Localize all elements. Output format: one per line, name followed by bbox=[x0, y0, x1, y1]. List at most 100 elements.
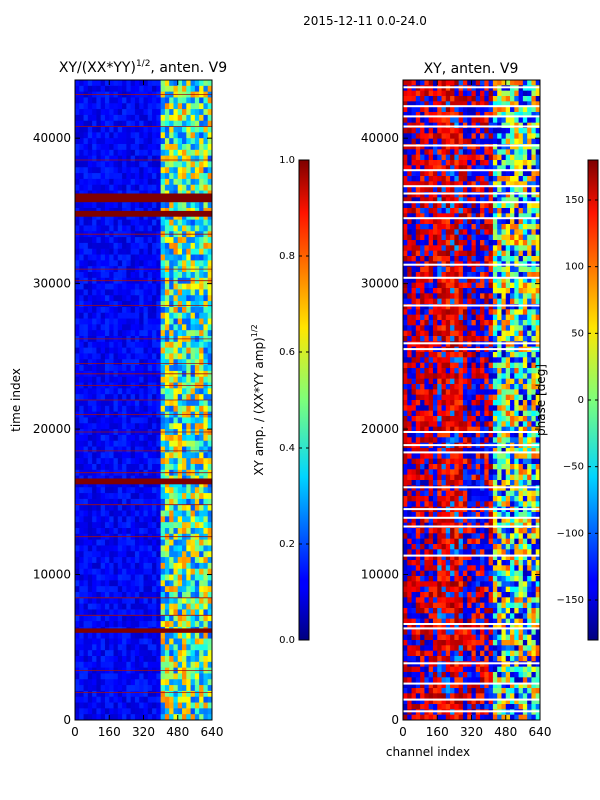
phase-cell bbox=[475, 266, 481, 273]
phase-cell bbox=[527, 293, 533, 300]
amplitude-cell bbox=[79, 167, 85, 174]
phase-cell bbox=[527, 256, 533, 262]
amplitude-cell bbox=[92, 248, 98, 256]
amplitude-cell bbox=[75, 400, 80, 407]
amplitude-cell bbox=[160, 656, 166, 663]
phase-cell bbox=[437, 149, 443, 156]
amplitude-cell bbox=[130, 493, 136, 500]
phase-cell bbox=[471, 160, 477, 166]
amplitude-cell bbox=[190, 376, 196, 384]
amplitude-cell bbox=[186, 213, 192, 221]
phase-cell bbox=[445, 106, 451, 113]
amplitude-cell bbox=[109, 685, 115, 692]
amplitude-cell bbox=[152, 330, 157, 337]
phase-cell bbox=[480, 160, 485, 166]
amplitude-cell bbox=[152, 341, 157, 349]
phase-cell bbox=[420, 309, 426, 316]
amplitude-cell bbox=[152, 161, 157, 168]
amplitude-cell bbox=[113, 80, 119, 87]
amplitude-cell bbox=[143, 178, 149, 186]
amplitude-cell bbox=[122, 661, 127, 669]
amplitude-cell bbox=[203, 248, 209, 256]
amplitude-cell bbox=[117, 388, 123, 395]
phase-cell bbox=[492, 213, 498, 220]
amplitude-cell bbox=[134, 562, 140, 570]
amplitude-cell bbox=[104, 126, 110, 133]
phase-cell bbox=[454, 256, 460, 262]
amplitude-cell bbox=[109, 202, 115, 209]
amplitude-cell bbox=[203, 644, 209, 651]
amplitude-cell bbox=[152, 301, 157, 308]
phase-cell bbox=[522, 256, 528, 262]
amplitude-cell bbox=[160, 283, 166, 291]
amplitude-cell bbox=[143, 714, 149, 720]
amplitude-cell bbox=[109, 178, 115, 186]
amplitude-cell bbox=[194, 376, 200, 384]
amplitude-cell bbox=[113, 394, 119, 401]
amplitude-cell bbox=[109, 400, 115, 407]
phase-cell bbox=[424, 272, 430, 278]
phase-cell bbox=[514, 96, 520, 102]
amplitude-cell bbox=[96, 580, 102, 587]
phase-cell bbox=[445, 138, 451, 145]
phase-cell bbox=[407, 165, 413, 172]
amplitude-cell bbox=[113, 551, 119, 558]
amplitude-cell bbox=[79, 353, 85, 360]
amplitude-cell bbox=[203, 405, 209, 413]
amplitude-cell bbox=[160, 242, 166, 250]
amplitude-cell bbox=[173, 615, 179, 622]
amplitude-cell bbox=[190, 690, 196, 698]
amplitude-cell bbox=[104, 644, 110, 651]
amplitude-cell bbox=[186, 184, 192, 192]
amplitude-cell bbox=[203, 621, 209, 628]
amplitude-cell bbox=[177, 539, 183, 547]
amplitude-cell bbox=[203, 498, 209, 506]
amplitude-cell bbox=[100, 528, 106, 535]
amplitude-cell bbox=[100, 452, 106, 459]
amplitude-cell bbox=[164, 394, 170, 401]
amplitude-cell bbox=[122, 656, 127, 663]
phase-cell bbox=[527, 298, 533, 305]
amplitude-cell bbox=[182, 347, 187, 355]
amplitude-cell bbox=[92, 318, 98, 325]
amplitude-cell bbox=[96, 289, 102, 296]
amplitude-cell bbox=[152, 80, 157, 87]
amplitude-cell bbox=[182, 318, 187, 325]
amplitude-cell bbox=[83, 388, 89, 395]
amplitude-cell bbox=[113, 528, 119, 535]
amplitude-cell bbox=[87, 149, 93, 157]
amplitude-cell bbox=[130, 132, 136, 139]
phase-cell bbox=[462, 128, 468, 134]
phase-cell bbox=[407, 160, 413, 166]
amplitude-cell bbox=[130, 242, 136, 250]
amplitude-cell bbox=[173, 510, 179, 517]
amplitude-cell bbox=[109, 155, 115, 163]
phase-cell bbox=[415, 229, 421, 236]
phase-cell bbox=[441, 282, 447, 289]
amplitude-cell bbox=[113, 708, 119, 715]
phase-cell bbox=[527, 128, 533, 134]
phase-cell bbox=[501, 138, 507, 145]
amplitude-cell bbox=[194, 184, 200, 192]
amplitude-cell bbox=[83, 405, 89, 413]
amplitude-cell bbox=[83, 504, 89, 512]
amplitude-cell bbox=[147, 504, 153, 512]
phase-cell bbox=[428, 154, 434, 161]
amplitude-cell bbox=[194, 638, 200, 645]
amplitude-cell bbox=[203, 388, 209, 395]
amplitude-cell bbox=[134, 126, 140, 133]
phase-cell bbox=[475, 106, 481, 113]
phase-cell bbox=[535, 165, 540, 172]
phase-cell bbox=[403, 117, 408, 124]
phase-cell bbox=[535, 293, 540, 300]
amplitude-cell bbox=[182, 685, 187, 692]
amplitude-cell bbox=[147, 213, 153, 221]
amplitude-cell bbox=[207, 219, 212, 227]
amplitude-cell bbox=[143, 242, 149, 250]
amplitude-cell bbox=[164, 306, 170, 314]
amplitude-cell bbox=[134, 557, 140, 564]
amplitude-cell bbox=[130, 568, 136, 576]
amplitude-cell bbox=[104, 330, 110, 337]
amplitude-cell bbox=[207, 644, 212, 651]
phase-cell bbox=[475, 213, 481, 220]
